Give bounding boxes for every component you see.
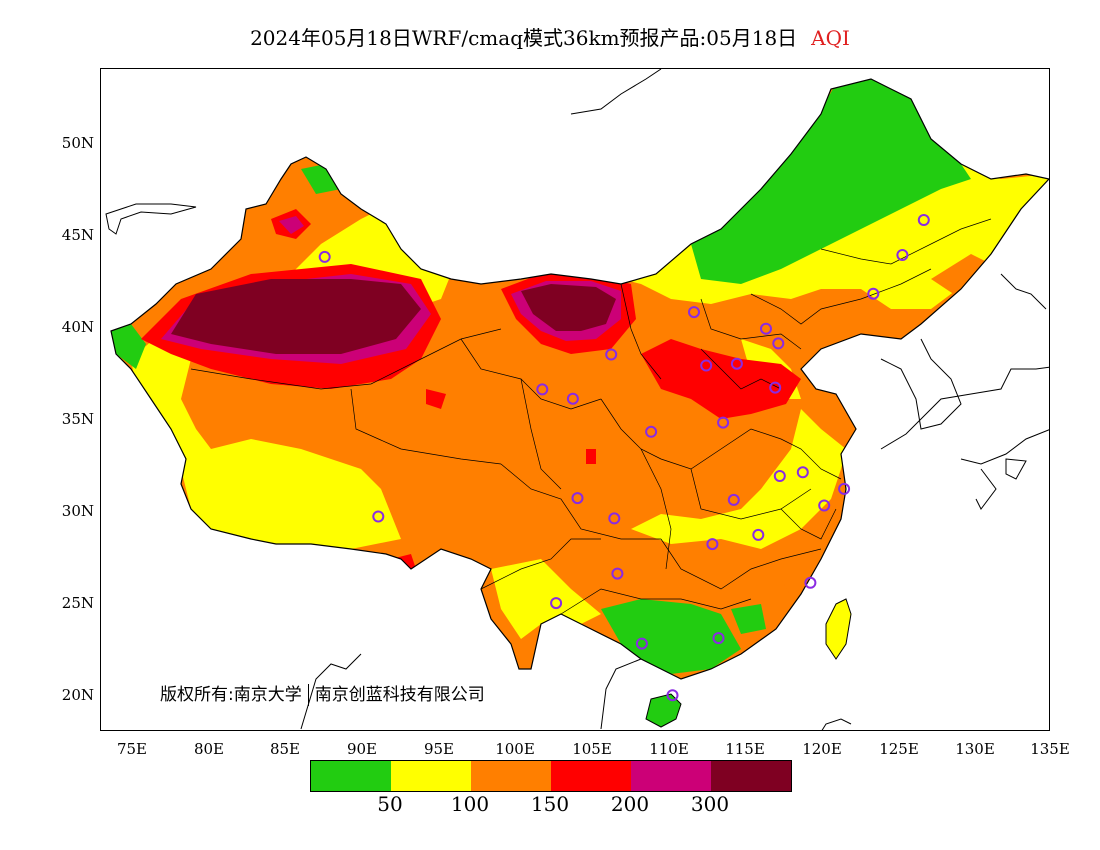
site-marker [818,499,831,512]
province-borders [190,218,992,615]
lon-label: 105E [572,740,612,758]
copyright-separator [307,684,309,706]
lon-label: 120E [802,740,842,758]
hainan-island [645,693,682,728]
site-marker [635,637,648,650]
site-marker [730,357,743,370]
china-border [110,78,1049,680]
site-marker [773,470,786,482]
lon-label: 95E [423,740,455,758]
lon-label: 130E [955,740,995,758]
legend-swatch [711,761,791,791]
lat-label: 45N [61,226,94,244]
site-marker [550,597,563,610]
legend-label: 100 [450,792,490,816]
site-marker [752,528,765,541]
legend-swatch [551,761,631,791]
site-marker [712,632,725,645]
copyright-owner: 版权所有:南京大学 [160,685,302,705]
lat-label: 40N [61,318,94,336]
lon-label: 85E [269,740,301,758]
lon-label: 110E [649,740,689,758]
site-marker [566,392,579,405]
site-marker [571,492,584,505]
legend-label: 200 [610,792,650,816]
site-marker [917,214,930,226]
site-marker [760,322,772,335]
legend-label: 300 [690,792,730,816]
title-variable: AQI [811,26,850,50]
site-marker [772,337,785,350]
neighbor-coastlines [105,69,1049,730]
legend-label: 50 [377,792,403,816]
site-marker [717,416,730,429]
monitoring-sites [318,214,930,702]
site-marker [727,493,740,506]
legend-swatch [391,761,471,791]
site-marker [769,381,782,394]
aqi-legend [310,760,792,792]
site-marker [896,249,909,261]
site-marker [666,689,679,702]
site-marker [804,576,817,589]
site-marker [605,348,618,361]
aqi-map [100,68,1050,731]
lat-label: 35N [61,410,94,428]
copyright-company: 南京创蓝科技有限公司 [314,685,485,705]
lon-label: 125E [879,740,919,758]
legend-swatch [311,761,391,791]
site-marker [688,306,700,319]
aqi-map-canvas [105,69,1049,730]
site-marker [838,482,851,495]
lat-label: 50N [61,134,94,152]
map-title: 2024年05月18日WRF/cmaq模式36km预报产品:05月18日 AQI [0,22,1100,51]
legend-swatch [631,761,711,791]
site-marker [645,425,658,438]
site-marker [700,359,713,372]
lon-label: 90E [346,740,378,758]
site-marker [611,567,624,580]
aqi-contours [111,79,1049,679]
lat-label: 30N [61,502,94,520]
lon-label: 115E [725,740,765,758]
lon-label: 80E [193,740,225,758]
lon-label: 100E [495,740,535,758]
site-marker [372,510,385,523]
lat-label: 25N [61,594,94,612]
lat-label: 20N [61,686,94,704]
copyright-notice: 版权所有:南京大学 南京创蓝科技有限公司 [160,680,485,706]
legend-label: 150 [530,792,570,816]
site-marker [318,250,331,263]
site-marker [867,287,880,300]
title-text: 2024年05月18日WRF/cmaq模式36km预报产品:05月18日 [250,26,798,50]
site-marker [796,466,809,479]
lon-label: 135E [1030,740,1070,758]
site-marker [706,538,719,551]
legend-swatch [471,761,551,791]
site-marker [608,512,621,525]
taiwan-island [825,598,852,660]
site-marker [536,383,549,396]
lon-label: 75E [116,740,148,758]
